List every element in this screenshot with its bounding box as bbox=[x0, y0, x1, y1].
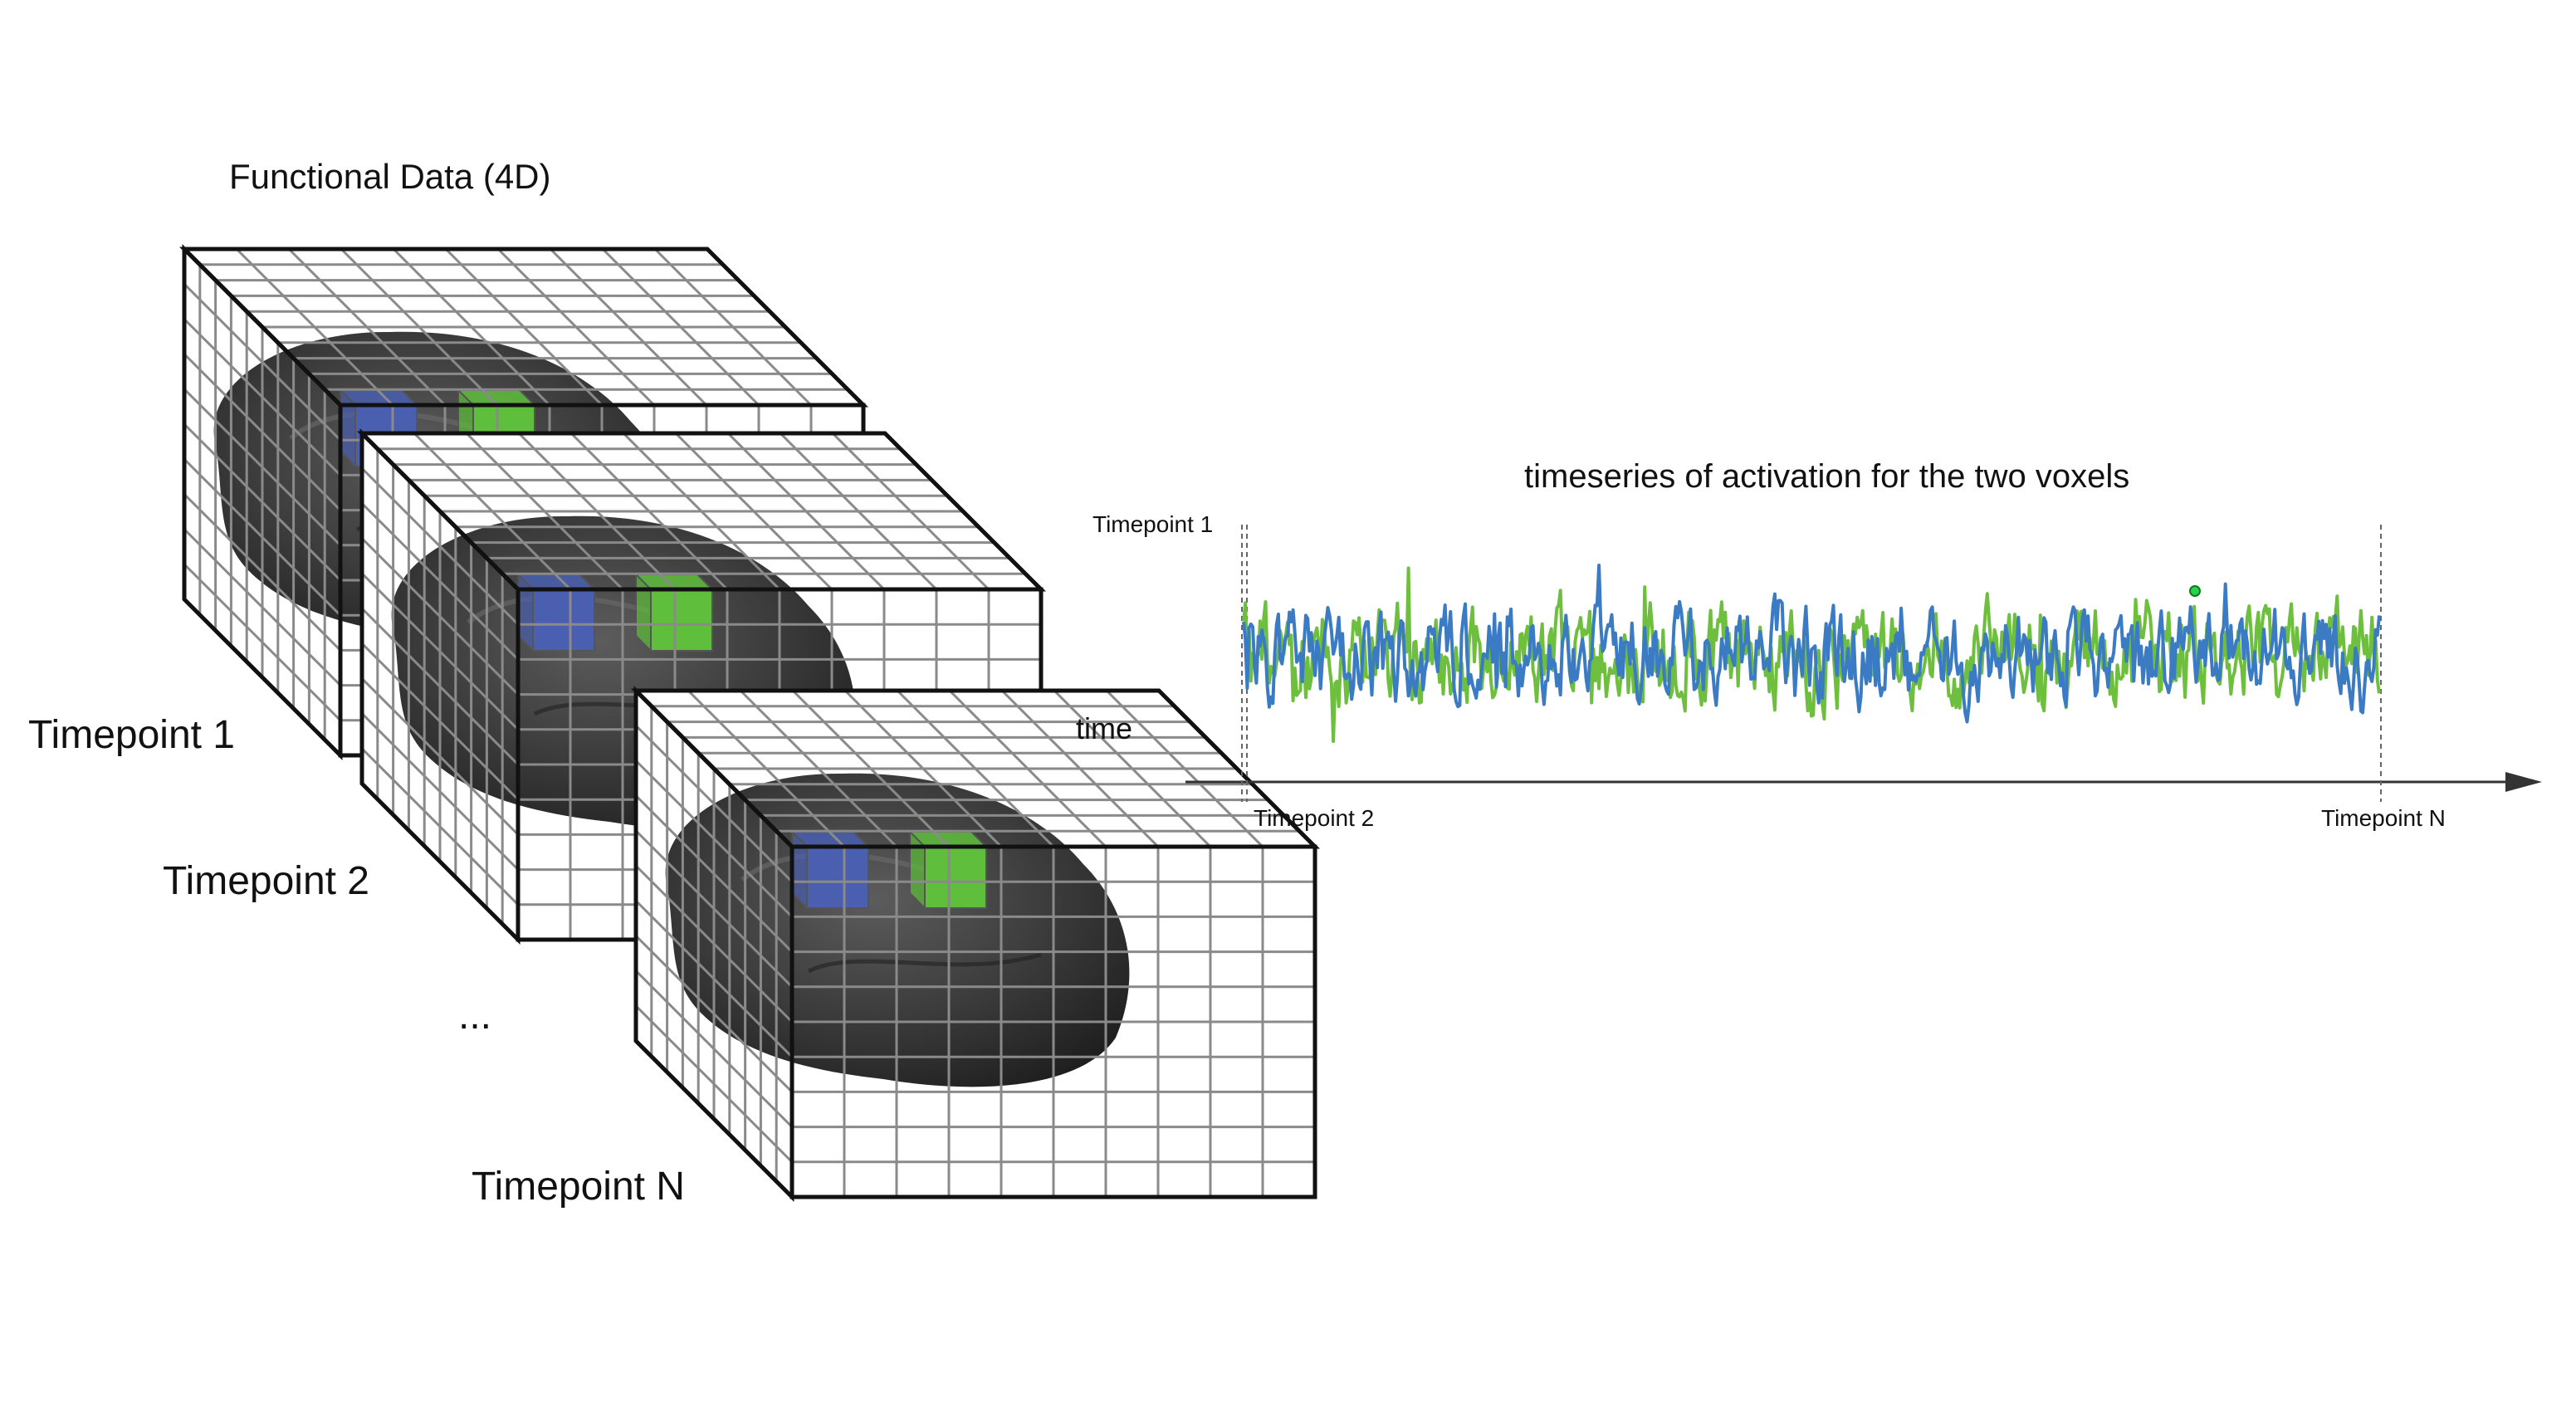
grid-line bbox=[360, 747, 520, 906]
diagram-title: Functional Data (4D) bbox=[229, 157, 551, 196]
grid-line bbox=[634, 900, 794, 1058]
grid-line bbox=[360, 607, 520, 766]
volume-stack bbox=[178, 243, 1321, 1203]
grid-line bbox=[183, 458, 342, 617]
grid-line bbox=[183, 493, 342, 652]
timeseries-end-label: Timepoint N bbox=[2321, 805, 2446, 831]
grid-line bbox=[831, 432, 990, 591]
timepoint-1-label: Timepoint 1 bbox=[28, 713, 235, 757]
timepoint-n-label: Timepoint N bbox=[472, 1165, 685, 1209]
grid-line bbox=[726, 432, 886, 591]
time-axis-label: time bbox=[1076, 711, 1133, 745]
cube-edge bbox=[789, 844, 1317, 1199]
timeseries-title: timeseries of activation for the two vox… bbox=[1524, 458, 2130, 495]
timeseries-start-label: Timepoint 1 bbox=[1092, 511, 1214, 537]
voxel-b-side bbox=[635, 572, 652, 653]
grid-line bbox=[496, 247, 656, 407]
timeseries-second-label: Timepoint 2 bbox=[1254, 805, 1375, 831]
volume-cube-3 bbox=[630, 685, 1321, 1203]
grid-line bbox=[948, 689, 1107, 848]
ellipsis-label: ... bbox=[458, 994, 492, 1038]
grid-line bbox=[634, 935, 794, 1093]
grid-line bbox=[183, 423, 342, 582]
grid-line bbox=[360, 677, 520, 836]
grid-line bbox=[779, 432, 938, 591]
grid-line bbox=[674, 432, 833, 591]
grid-line bbox=[634, 864, 794, 1023]
grid-line bbox=[549, 247, 708, 407]
time-axis-arrowhead bbox=[2505, 772, 2542, 792]
grid-line bbox=[1105, 689, 1264, 848]
timeseries-plot bbox=[1185, 525, 2542, 802]
grid-line bbox=[653, 247, 813, 407]
grid-line bbox=[183, 528, 342, 686]
grid-line bbox=[360, 642, 520, 801]
hover-point bbox=[2189, 585, 2201, 597]
voxel-a-timeseries bbox=[1242, 564, 2381, 724]
voxel-a bbox=[532, 589, 595, 652]
voxel-b bbox=[924, 846, 987, 909]
grid-line bbox=[601, 247, 760, 407]
voxel-b bbox=[650, 589, 713, 652]
voxel-a bbox=[806, 846, 869, 909]
voxel-b-side bbox=[909, 829, 926, 911]
grid-line bbox=[634, 1004, 794, 1163]
brain-sulcus bbox=[807, 952, 1042, 974]
grid-line bbox=[1000, 689, 1160, 848]
grid-line bbox=[360, 712, 520, 871]
grid-line bbox=[1053, 689, 1212, 848]
grid-line bbox=[183, 563, 342, 721]
grid-line bbox=[634, 970, 794, 1128]
timepoint-2-label: Timepoint 2 bbox=[163, 859, 369, 903]
